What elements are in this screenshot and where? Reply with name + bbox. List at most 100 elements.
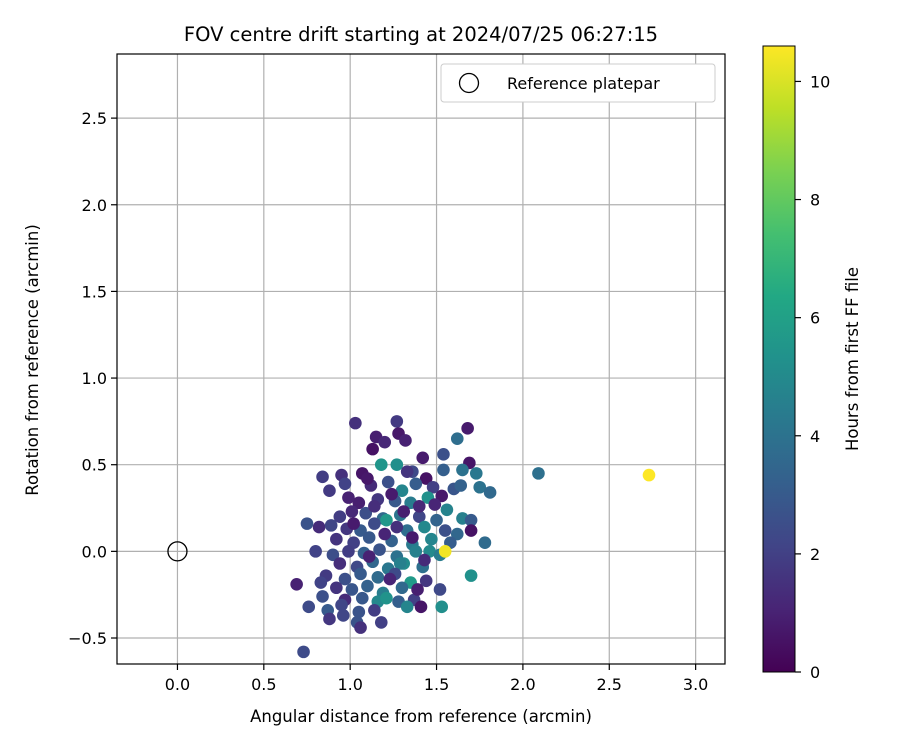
data-point	[418, 553, 431, 567]
data-point	[316, 590, 329, 603]
data-point	[302, 600, 316, 614]
data-point	[433, 583, 447, 596]
data-point	[450, 527, 464, 541]
data-point	[342, 491, 355, 504]
data-point	[412, 510, 426, 523]
data-point	[366, 442, 379, 456]
colorbar-ticks: 0 2 4 6 8 10	[795, 72, 830, 682]
data-point	[371, 571, 385, 584]
grid	[117, 54, 725, 664]
data-point	[383, 572, 397, 586]
data-point	[342, 545, 355, 558]
colorbar-gradient	[762, 45, 796, 673]
data-point	[335, 598, 348, 612]
data-point	[359, 506, 373, 520]
legend: Reference platepar	[440, 63, 716, 103]
data-point	[349, 416, 362, 430]
data-point	[416, 451, 430, 465]
data-point	[406, 531, 419, 544]
data-point	[323, 484, 336, 498]
legend-box	[440, 63, 716, 103]
y-tick-label: 0.5	[82, 456, 107, 475]
legend-label: Reference platepar	[507, 74, 660, 93]
data-point	[469, 467, 483, 480]
data-point	[380, 513, 393, 527]
colorbar-tick-label: 2	[810, 545, 820, 564]
data-point	[411, 583, 424, 596]
data-point	[330, 532, 343, 546]
data-point	[347, 517, 360, 530]
data-point	[355, 591, 369, 605]
data-point	[419, 472, 433, 485]
data-point	[483, 486, 497, 499]
data-point	[362, 531, 376, 544]
data-point	[373, 543, 386, 556]
data-point	[425, 532, 438, 546]
legend-marker-icon	[458, 72, 480, 94]
data-point	[426, 480, 440, 494]
data-point	[409, 477, 423, 491]
data-point	[333, 557, 347, 570]
y-ticks: −0.5 0.0 0.5 1.0 1.5 2.0 2.5	[68, 109, 117, 648]
data-point	[316, 470, 329, 484]
data-point	[374, 458, 388, 472]
data-point	[414, 600, 428, 614]
data-point	[345, 505, 359, 518]
data-point	[297, 645, 310, 659]
data-point	[361, 472, 374, 485]
data-point	[464, 513, 478, 527]
data-point	[380, 591, 393, 605]
data-point	[395, 581, 409, 595]
plot-frame	[116, 53, 726, 665]
data-point	[461, 422, 474, 435]
data-point	[354, 567, 367, 581]
data-point	[642, 468, 656, 482]
data-point	[378, 527, 392, 541]
data-point	[374, 616, 388, 629]
data-point	[345, 583, 359, 596]
data-point	[378, 435, 392, 449]
data-point	[437, 463, 450, 477]
data-point	[397, 505, 411, 518]
data-point	[478, 536, 492, 549]
data-point	[326, 548, 340, 562]
data-point	[352, 605, 366, 619]
data-point	[338, 572, 352, 586]
data-point	[400, 465, 414, 478]
data-point	[354, 621, 367, 634]
data-point	[330, 581, 343, 595]
data-point	[300, 517, 314, 530]
data-point	[438, 545, 452, 558]
data-point	[362, 550, 376, 563]
data-point	[438, 524, 452, 537]
data-point	[368, 603, 381, 617]
data-point	[385, 487, 398, 501]
data-point	[450, 432, 464, 446]
data-point	[393, 557, 407, 570]
data-point	[400, 600, 414, 614]
y-tick-label: 2.0	[82, 196, 107, 215]
colorbar-tick-label: 10	[810, 72, 830, 91]
data-point	[390, 520, 404, 534]
data-point	[435, 489, 449, 503]
y-tick-label: 0.0	[82, 542, 107, 561]
data-point	[435, 600, 449, 614]
data-points	[290, 415, 656, 659]
y-tick-label: 2.5	[82, 109, 107, 128]
data-point	[314, 576, 328, 589]
x-axis-label: Angular distance from reference (arcmin)	[250, 707, 592, 726]
y-axis-label: Rotation from reference (arcmin)	[23, 224, 42, 496]
chart-title: FOV centre drift starting at 2024/07/25 …	[184, 23, 658, 46]
x-tick-label: 2.5	[597, 675, 622, 694]
data-point	[456, 463, 469, 477]
data-point	[336, 609, 350, 622]
data-point	[419, 574, 433, 588]
x-tick-label: 0.0	[165, 675, 190, 694]
data-point	[473, 480, 487, 494]
data-point	[532, 467, 545, 480]
data-point	[464, 569, 478, 582]
data-point	[437, 448, 450, 461]
x-tick-label: 1.0	[337, 675, 362, 694]
data-point	[361, 579, 374, 593]
